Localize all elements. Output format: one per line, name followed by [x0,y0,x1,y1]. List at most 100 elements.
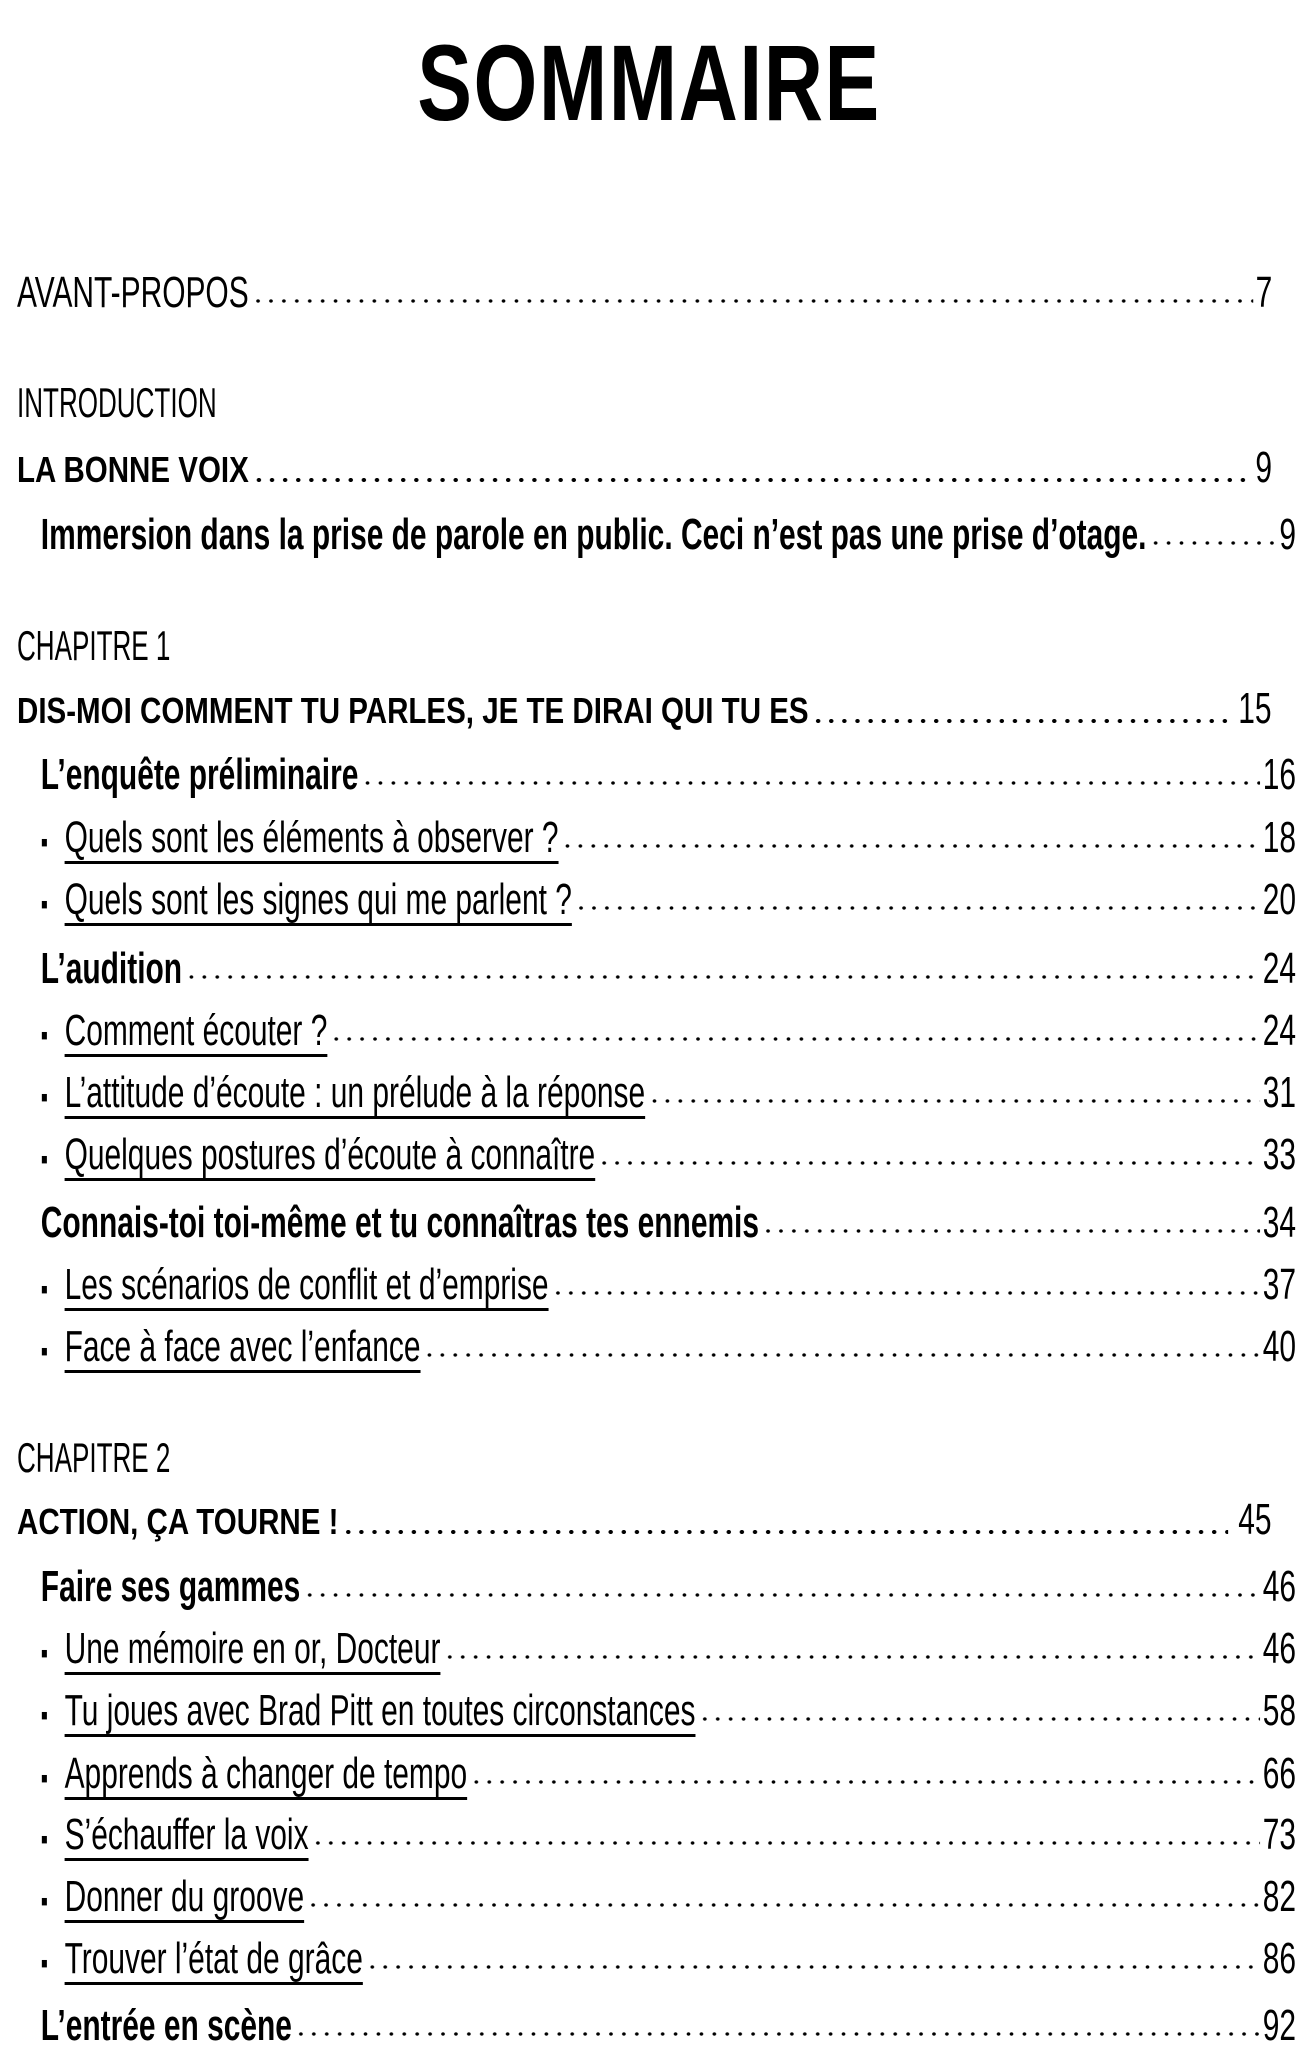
entry-title: ACTION, ÇA TOURNE ! [17,1501,339,1542]
dot-leader [361,777,1261,789]
bullet-icon: ▪ [40,888,49,921]
toc-entry[interactable]: Connais-toi toi-même et tu connaîtras te… [17,1193,1296,1253]
dot-leader [1149,537,1277,549]
toc-entry[interactable]: Faire ses gammes 46 [17,1557,1296,1617]
page-number: 82 [1262,1872,1297,1921]
entry-title: Apprends à changer de tempo [64,1749,468,1798]
page-number: 40 [1262,1322,1297,1371]
dot-leader [574,902,1261,914]
dot-leader [423,1349,1261,1361]
dot-leader [561,840,1261,852]
bullet-icon: ▪ [40,826,49,859]
page-number: 34 [1262,1198,1297,1247]
bullet-icon: ▪ [40,1143,49,1176]
page-number: 15 [1238,684,1272,733]
page-number: 9 [1254,443,1272,492]
page-number: 46 [1262,1562,1297,1611]
toc-entry[interactable]: L’enquête préliminaire 16 [17,745,1296,805]
entry-title: Quelques postures d’écoute à connaître [64,1130,596,1179]
dot-leader [302,1589,1261,1601]
page-number: 7 [1255,268,1273,317]
page-number: 66 [1262,1749,1297,1798]
bullet-icon: ▪ [40,1273,49,1306]
toc-entry[interactable]: ▪ Les scénarios de conflit et d’emprise 37 [17,1255,1296,1315]
toc-entry[interactable]: ▪ Comment écouter ? 24 [17,1001,1296,1061]
toc-entry[interactable]: AVANT-PROPOS 7 [17,263,1272,323]
entry-title: Immersion dans la prise de parole en pub… [40,510,1147,559]
page-number: 37 [1262,1260,1297,1309]
toc-entry[interactable]: ▪ Une mémoire en or, Docteur 46 [17,1619,1296,1679]
page-number: 20 [1262,875,1297,924]
page-number: 16 [1262,750,1297,799]
page-title: SOMMAIRE [0,28,1298,138]
dot-leader [251,295,1253,307]
dot-leader [341,1526,1229,1538]
toc-entry[interactable]: ▪ Face à face avec l’enfance 40 [17,1317,1296,1377]
page-number: 33 [1262,1130,1297,1179]
entry-title: Connais-toi toi-même et tu connaîtras te… [40,1198,760,1247]
dot-leader [365,1961,1261,1973]
bullet-icon: ▪ [40,1699,49,1732]
entry-title: L’audition [40,944,183,993]
entry-title: S’échauffer la voix [64,1810,309,1859]
bullet-icon: ▪ [40,1019,49,1052]
page-number: 46 [1262,1624,1297,1673]
dot-leader [184,971,1261,983]
dot-leader [551,1287,1261,1299]
toc-entry[interactable]: DIS-MOI COMMENT TU PARLES, JE TE DIRAI Q… [17,679,1272,739]
entry-title: L’enquête préliminaire [40,750,359,799]
page-number: 86 [1262,1934,1297,1983]
dot-leader [252,474,1249,486]
chapter-label: CHAPITRE 1 [17,616,389,676]
toc-entry[interactable]: Immersion dans la prise de parole en pub… [17,505,1296,565]
entry-title: L’entrée en scène [40,2001,292,2050]
toc-entry[interactable]: LA BONNE VOIX 9 [17,438,1272,498]
toc-entry[interactable]: ▪ Apprends à changer de tempo 66 [17,1744,1296,1804]
page-number: 18 [1262,813,1297,862]
toc-entry[interactable]: ▪ Donner du groove 82 [17,1867,1296,1927]
bullet-icon: ▪ [40,1637,49,1670]
entry-title: INTRODUCTION [17,379,217,426]
toc-entry[interactable]: ▪ Tu joues avec Brad Pitt en toutes circo… [17,1681,1296,1741]
bullet-icon: ▪ [40,1335,49,1368]
toc-entry[interactable]: ▪ Quelques postures d’écoute à connaître 3… [17,1125,1296,1185]
entry-title: DIS-MOI COMMENT TU PARLES, JE TE DIRAI Q… [17,690,809,731]
toc-entry[interactable]: ▪ Trouver l’état de grâce 86 [17,1929,1296,1989]
toc-entry[interactable]: ▪ Quels sont les signes qui me parlent ? 2… [17,870,1296,930]
chapter-label: INTRODUCTION [17,373,389,433]
entry-title: Face à face avec l’enfance [64,1322,421,1371]
toc-entry[interactable]: L’entrée en scène 92 [17,1996,1296,2056]
toc-entry[interactable]: L’audition 24 [17,939,1296,999]
entry-title: Les scénarios de conflit et d’emprise [64,1260,549,1309]
entry-title: Trouver l’état de grâce [64,1934,363,1983]
page-number: 73 [1262,1810,1297,1859]
dot-leader [469,1776,1261,1788]
toc-entry[interactable]: ▪ L’attitude d’écoute : un prélude à la r… [17,1063,1296,1123]
page-number: 58 [1262,1686,1297,1735]
page-number: 45 [1238,1495,1272,1544]
dot-leader [330,1033,1261,1045]
entry-title: Donner du groove [64,1872,305,1921]
toc-entry[interactable]: ▪ Quels sont les éléments à observer ? 18 [17,808,1296,868]
dot-leader [597,1157,1261,1169]
entry-title: Comment écouter ? [64,1006,328,1055]
bullet-icon: ▪ [40,1885,49,1918]
entry-title: Tu joues avec Brad Pitt en toutes circon… [64,1686,696,1735]
entry-title: AVANT-PROPOS [17,268,249,317]
bullet-icon: ▪ [40,1762,49,1795]
dot-leader [811,715,1229,727]
dot-leader [761,1225,1261,1237]
page-number: 24 [1262,944,1297,993]
toc-entry[interactable]: ▪ S’échauffer la voix 73 [17,1805,1296,1865]
dot-leader [443,1651,1261,1663]
entry-title: Quels sont les signes qui me parlent ? [64,875,572,924]
bullet-icon: ▪ [40,1947,49,1980]
entry-title: L’attitude d’écoute : un prélude à la ré… [64,1068,646,1117]
toc-entry[interactable]: ACTION, ÇA TOURNE ! 45 [17,1490,1272,1550]
entry-title: Une mémoire en or, Docteur [64,1624,441,1673]
entry-title: Faire ses gammes [40,1562,301,1611]
bullet-icon: ▪ [40,1823,49,1856]
page-number: 24 [1262,1006,1297,1055]
dot-leader [647,1095,1261,1107]
page-number: 9 [1279,510,1297,559]
